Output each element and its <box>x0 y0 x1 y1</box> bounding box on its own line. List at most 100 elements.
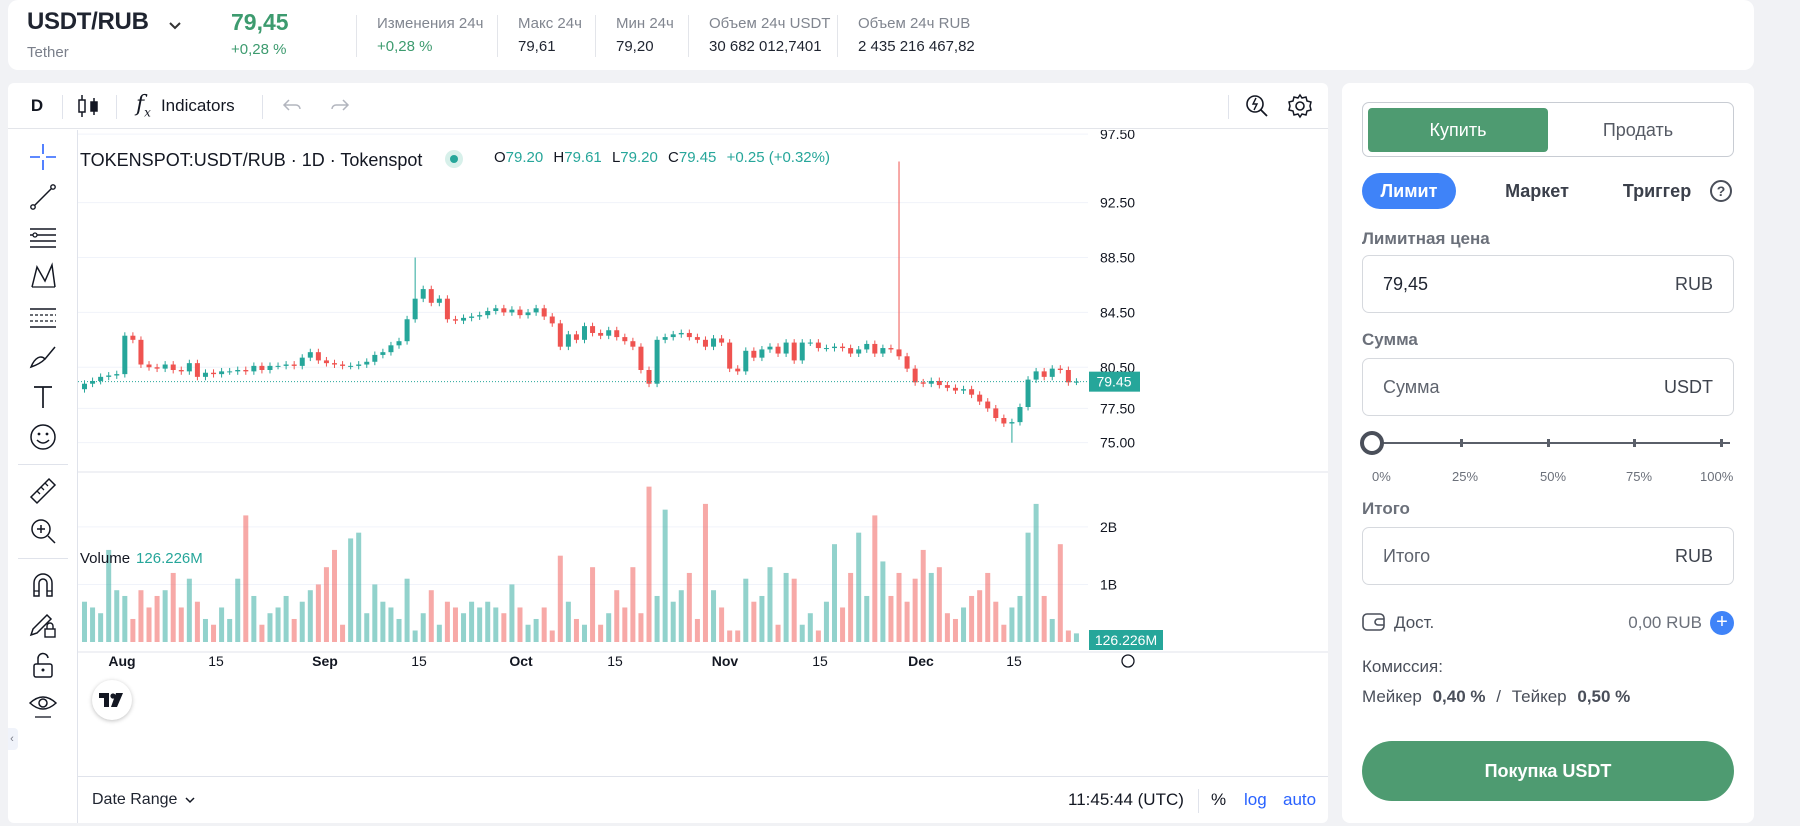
unlock-icon <box>33 652 53 678</box>
submit-buy-button[interactable]: Покупка USDT <box>1362 741 1734 801</box>
magnet-tool[interactable] <box>24 566 62 604</box>
slider-mark-50[interactable]: 50% <box>1540 469 1567 484</box>
trend-line-tool[interactable] <box>24 178 62 216</box>
pair-name[interactable]: USDT/RUB <box>27 8 149 35</box>
indicators-button[interactable]: fx Indicators <box>136 83 235 129</box>
candle-body <box>888 348 894 350</box>
volume-bar <box>807 613 813 642</box>
order-type-limit[interactable]: Лимит <box>1362 173 1456 209</box>
candle-body <box>202 372 208 377</box>
volume-bar <box>1049 618 1055 642</box>
brush-tool[interactable] <box>24 338 62 376</box>
candle-body <box>880 348 886 354</box>
time-tick-label: 15 <box>411 653 427 669</box>
volume-bar <box>565 601 571 642</box>
volume-tag <box>1089 630 1163 650</box>
interval-button[interactable]: D <box>30 96 44 115</box>
auto-toggle[interactable]: auto <box>1283 790 1317 809</box>
candle-body <box>646 370 652 384</box>
candle-body <box>582 326 587 340</box>
lock-all-tool[interactable] <box>24 646 62 684</box>
stat-label: Изменения 24ч <box>377 15 484 32</box>
buy-tab[interactable]: Купить <box>1368 108 1548 152</box>
utc-clock[interactable]: 11:45:44 (UTC) <box>1068 790 1184 809</box>
candle-body <box>315 352 321 361</box>
quick-search-button[interactable] <box>1244 83 1270 129</box>
slider-tick <box>1547 439 1550 447</box>
slider-mark-100[interactable]: 100% <box>1700 469 1734 484</box>
candle-body <box>1049 368 1055 377</box>
collapse-toolbar-button[interactable]: ‹ <box>8 728 18 750</box>
help-icon[interactable]: ? <box>1710 180 1732 202</box>
volume-bar <box>823 601 829 642</box>
volume-bar <box>219 607 225 642</box>
candle-body <box>428 289 434 303</box>
limit-price-field[interactable]: 79,45 RUB <box>1362 255 1734 313</box>
log-toggle[interactable]: log <box>1244 790 1267 809</box>
amount-field[interactable]: Сумма USDT <box>1362 358 1734 416</box>
time-tick-label: Sep <box>312 653 338 669</box>
candle-body <box>1033 371 1039 380</box>
slider-tick <box>1633 439 1636 447</box>
slider-thumb[interactable] <box>1360 431 1384 455</box>
chart-toolbar: D fx Indicators <box>8 83 1328 129</box>
redo-button[interactable] <box>328 83 352 129</box>
candle-body <box>1041 371 1047 377</box>
crosshair-tool[interactable] <box>24 138 62 176</box>
pattern-tool[interactable] <box>24 258 62 296</box>
candle-body <box>848 348 854 354</box>
chart-area[interactable]: 97.50 92.50 88.50 84.50 80.50 77.50 75.00 79.45… <box>78 130 1328 823</box>
text-tool[interactable] <box>24 378 62 416</box>
volume-bar <box>275 607 281 642</box>
limit-price-value[interactable]: 79,45 <box>1383 273 1429 294</box>
volume-bar <box>896 572 902 642</box>
candle-body <box>509 309 515 313</box>
slider-mark-75[interactable]: 75% <box>1626 469 1653 484</box>
volume-bar <box>211 624 217 642</box>
candle-body <box>122 335 128 375</box>
candle-body <box>251 365 257 372</box>
total-field[interactable]: Итого RUB <box>1362 527 1734 585</box>
volume-bar <box>348 538 354 642</box>
candle-body <box>235 370 241 372</box>
date-range-button[interactable]: Date Range <box>92 777 197 823</box>
chevron-down-icon[interactable] <box>167 17 183 33</box>
maker-label: Мейкер <box>1362 687 1422 706</box>
candle-body <box>90 380 96 384</box>
volume-bar <box>90 607 96 642</box>
emoji-tool[interactable] <box>24 418 62 456</box>
price-chart[interactable]: 97.50 92.50 88.50 84.50 80.50 77.50 75.00 79.45… <box>78 130 1328 776</box>
candle-type-button[interactable] <box>76 83 100 129</box>
volume-bar <box>138 590 144 642</box>
sell-tab[interactable]: Продать <box>1602 119 1674 140</box>
total-placeholder[interactable]: Итого <box>1383 545 1431 566</box>
deposit-plus-icon[interactable]: + <box>1710 611 1734 635</box>
candle-body <box>1065 370 1071 383</box>
slider-mark-0[interactable]: 0% <box>1372 469 1391 484</box>
percent-toggle[interactable]: % <box>1211 790 1227 809</box>
tradingview-logo[interactable] <box>92 680 132 720</box>
order-type-trigger[interactable]: Триггер <box>1622 180 1692 201</box>
volume-bar <box>936 567 942 642</box>
time-tick-label: Aug <box>108 653 135 669</box>
stat-label: Объем 24ч USDT <box>709 15 831 32</box>
volume-bar <box>598 624 604 642</box>
volume-bar <box>477 607 483 642</box>
pair-selector[interactable]: USDT/RUB Tether <box>27 8 181 61</box>
lock-drawing-tool[interactable] <box>24 606 62 644</box>
chart-settings-button[interactable] <box>1287 83 1313 129</box>
available-label: Дост. <box>1394 613 1435 632</box>
undo-button[interactable] <box>280 83 304 129</box>
forecast-tool[interactable] <box>24 298 62 336</box>
order-type-market[interactable]: Маркет <box>1505 180 1569 201</box>
hide-drawings-tool[interactable] <box>24 686 62 724</box>
fib-tool[interactable] <box>24 218 62 256</box>
amount-placeholder[interactable]: Сумма <box>1383 376 1440 397</box>
ruler-icon <box>29 477 57 505</box>
zoom-tool[interactable] <box>24 512 62 550</box>
chart-bottom-bar: Date Range 11:45:44 (UTC) % log auto <box>78 776 1328 823</box>
measure-tool[interactable] <box>24 472 62 510</box>
horizontal-lines-icon <box>30 228 56 248</box>
amount-slider[interactable] <box>1360 428 1734 458</box>
slider-mark-25[interactable]: 25% <box>1452 469 1479 484</box>
